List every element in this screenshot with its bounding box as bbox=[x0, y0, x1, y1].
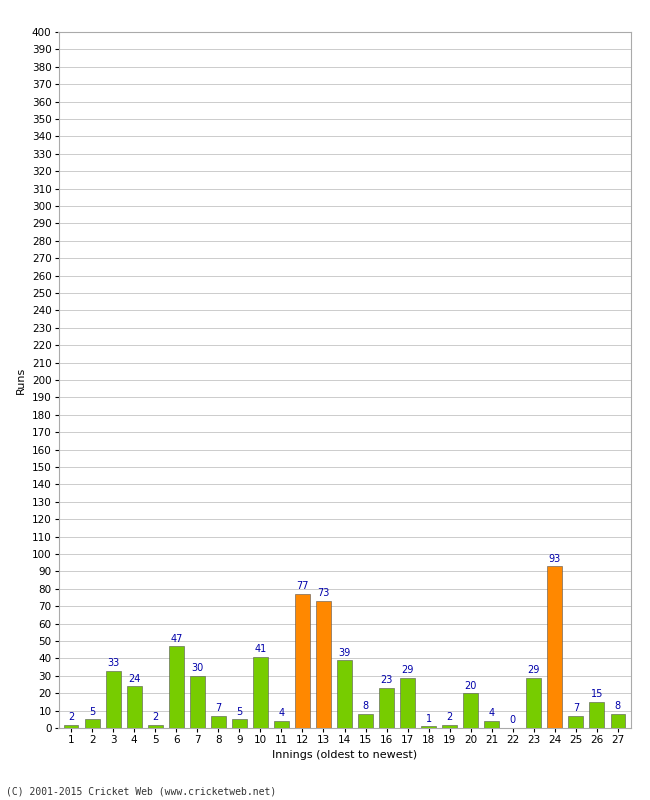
Text: 0: 0 bbox=[510, 715, 516, 726]
Text: 30: 30 bbox=[191, 663, 203, 673]
Bar bbox=[400, 678, 415, 728]
Bar bbox=[295, 594, 310, 728]
Bar bbox=[442, 725, 457, 728]
Text: 2: 2 bbox=[152, 712, 159, 722]
Text: 93: 93 bbox=[549, 554, 561, 563]
Text: 8: 8 bbox=[615, 702, 621, 711]
Bar bbox=[106, 670, 120, 728]
Bar bbox=[526, 678, 541, 728]
Text: 5: 5 bbox=[236, 706, 242, 717]
Text: 7: 7 bbox=[215, 703, 222, 714]
Text: 8: 8 bbox=[363, 702, 369, 711]
Text: 39: 39 bbox=[339, 647, 350, 658]
Bar bbox=[316, 601, 331, 728]
Bar bbox=[64, 725, 79, 728]
Bar bbox=[127, 686, 142, 728]
Text: 47: 47 bbox=[170, 634, 183, 644]
Text: 4: 4 bbox=[489, 709, 495, 718]
Text: 29: 29 bbox=[402, 665, 414, 675]
Text: 29: 29 bbox=[528, 665, 540, 675]
Text: 41: 41 bbox=[254, 644, 266, 654]
Bar bbox=[337, 660, 352, 728]
Bar bbox=[84, 719, 99, 728]
Text: 23: 23 bbox=[380, 675, 393, 686]
Bar bbox=[253, 657, 268, 728]
Bar bbox=[274, 721, 289, 728]
Y-axis label: Runs: Runs bbox=[16, 366, 26, 394]
Text: (C) 2001-2015 Cricket Web (www.cricketweb.net): (C) 2001-2015 Cricket Web (www.cricketwe… bbox=[6, 786, 277, 796]
Bar bbox=[590, 702, 605, 728]
Bar bbox=[358, 714, 373, 728]
Bar bbox=[610, 714, 625, 728]
Text: 5: 5 bbox=[89, 706, 96, 717]
Text: 24: 24 bbox=[128, 674, 140, 684]
Text: 7: 7 bbox=[573, 703, 579, 714]
Text: 2: 2 bbox=[68, 712, 74, 722]
Bar bbox=[569, 716, 583, 728]
Bar bbox=[484, 721, 499, 728]
X-axis label: Innings (oldest to newest): Innings (oldest to newest) bbox=[272, 750, 417, 761]
Text: 15: 15 bbox=[591, 690, 603, 699]
Bar bbox=[232, 719, 247, 728]
Text: 4: 4 bbox=[278, 709, 285, 718]
Bar bbox=[463, 693, 478, 728]
Text: 77: 77 bbox=[296, 582, 309, 591]
Bar bbox=[547, 566, 562, 728]
Text: 2: 2 bbox=[447, 712, 453, 722]
Text: 73: 73 bbox=[317, 588, 330, 598]
Bar bbox=[211, 716, 226, 728]
Bar bbox=[379, 688, 394, 728]
Text: 1: 1 bbox=[426, 714, 432, 724]
Bar bbox=[148, 725, 162, 728]
Bar bbox=[169, 646, 183, 728]
Text: 33: 33 bbox=[107, 658, 120, 668]
Bar bbox=[421, 726, 436, 728]
Bar bbox=[190, 676, 205, 728]
Text: 20: 20 bbox=[465, 681, 477, 690]
